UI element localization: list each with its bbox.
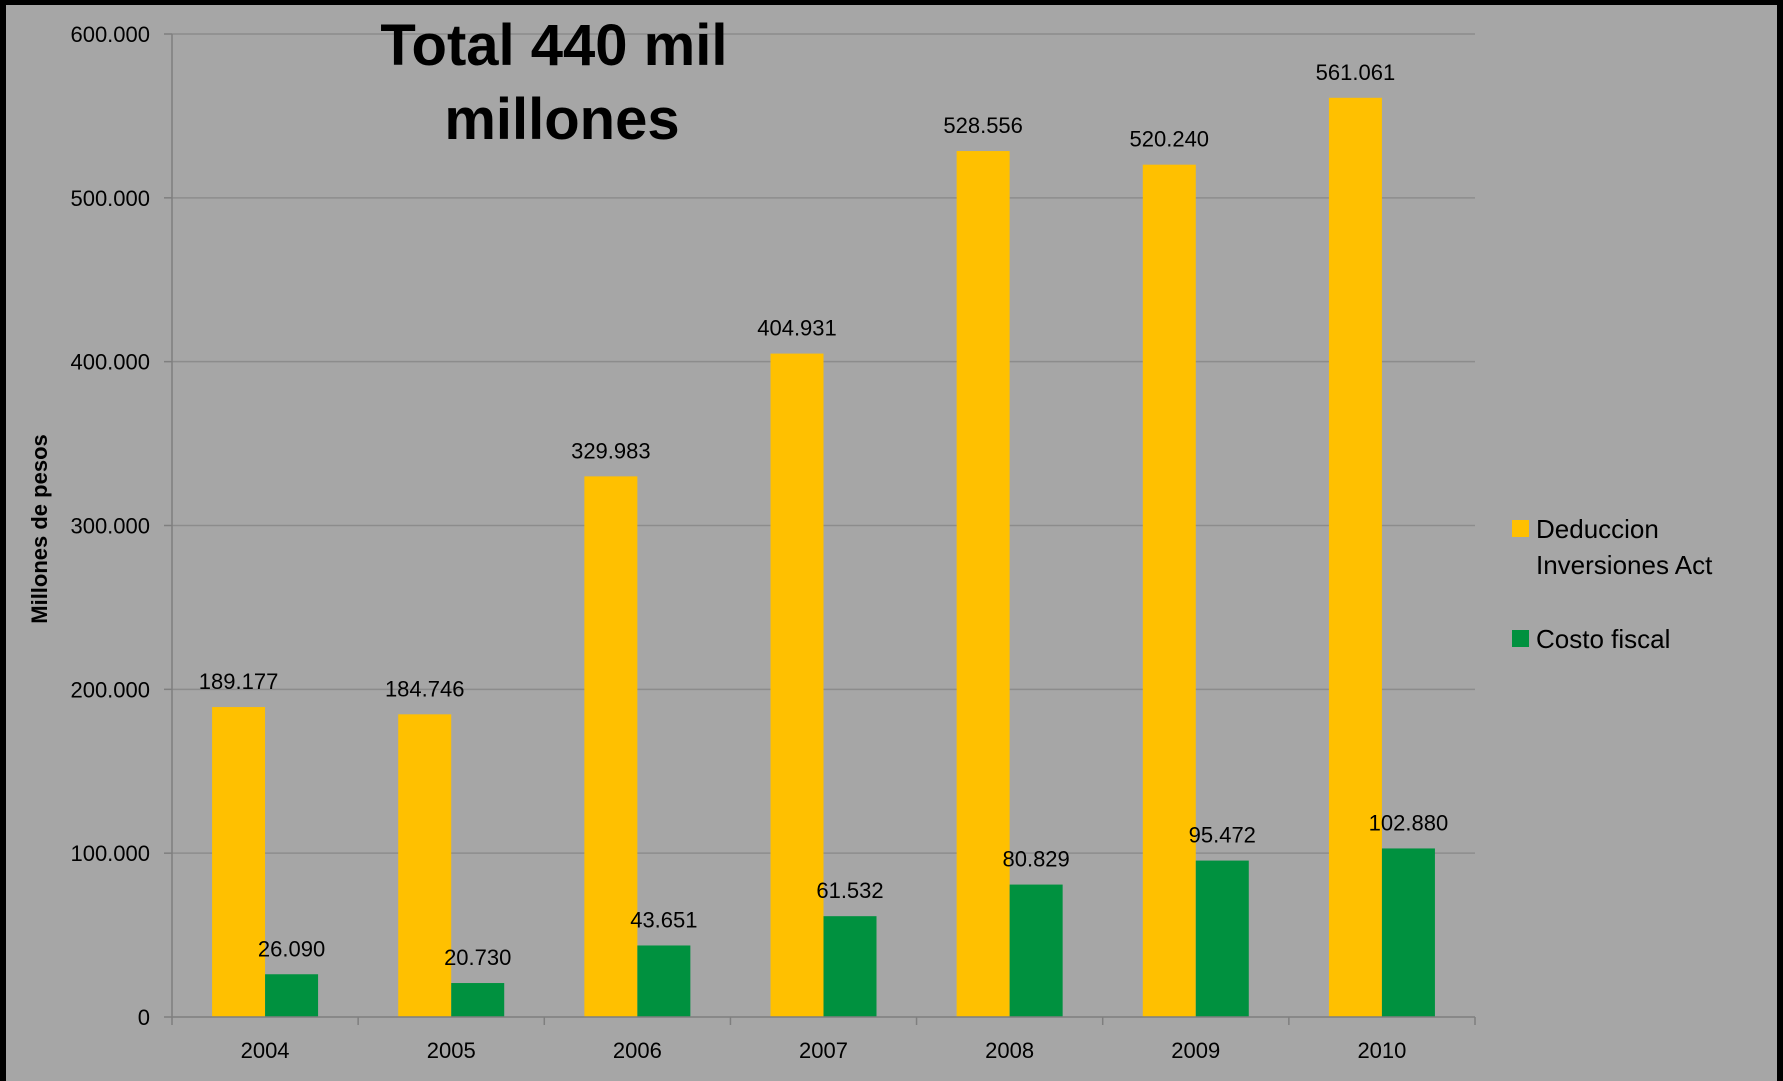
data-label: 26.090 — [258, 936, 325, 961]
tick-labels: 0 100.000 200.000 300.000 400.000 500.000 600.… — [70, 22, 1406, 1063]
legend-swatch-deduccion — [1512, 520, 1529, 537]
data-label: 80.829 — [1002, 847, 1069, 872]
x-tick-label: 2004 — [241, 1038, 290, 1063]
bars — [212, 97, 1435, 1018]
data-label: 184.746 — [385, 676, 465, 701]
bar-costo-fiscal — [1381, 848, 1435, 1017]
data-label: 95.472 — [1189, 823, 1256, 848]
legend: Deduccion Inversiones Act Costo fiscal — [1512, 514, 1713, 654]
x-tick-label: 2008 — [985, 1038, 1034, 1063]
y-axis-title: Millones de pesos — [27, 434, 52, 624]
y-tick-label: 100.000 — [70, 841, 150, 866]
axes — [164, 33, 1476, 1025]
data-label: 528.556 — [943, 113, 1023, 138]
bar-deduccion — [584, 476, 638, 1018]
bar-deduccion — [956, 151, 1010, 1018]
chart-title-line-2: millones — [444, 87, 679, 152]
y-tick-label: 600.000 — [70, 22, 150, 47]
data-label: 329.983 — [571, 438, 651, 463]
bar-chart: 0 100.000 200.000 300.000 400.000 500.000 600.… — [27, 13, 1713, 1063]
data-label: 43.651 — [630, 907, 697, 932]
data-label: 61.532 — [816, 878, 883, 903]
legend-swatch-costo-fiscal — [1512, 630, 1529, 647]
chart-title: Total 440 mil millones — [380, 13, 743, 152]
chart-title-line-1: Total 440 mil — [380, 13, 727, 78]
x-tick-label: 2010 — [1357, 1038, 1406, 1063]
y-tick-label: 0 — [138, 1005, 150, 1030]
data-label: 20.730 — [444, 945, 511, 970]
data-label: 189.177 — [199, 669, 279, 694]
bar-costo-fiscal — [1195, 860, 1249, 1017]
chart-frame: 0 100.000 200.000 300.000 400.000 500.000 600.… — [6, 5, 1777, 1081]
y-tick-label: 400.000 — [70, 350, 150, 375]
data-labels: 189.177 184.746 329.983 404.931 528.556 520.2… — [199, 60, 1448, 970]
data-label: 404.931 — [757, 316, 837, 341]
x-tick-label: 2007 — [799, 1038, 848, 1063]
x-tick-label: 2006 — [613, 1038, 662, 1063]
y-tick-label: 500.000 — [70, 186, 150, 211]
x-tick-label: 2005 — [427, 1038, 476, 1063]
y-tick-label: 200.000 — [70, 677, 150, 702]
legend-label-costo-fiscal: Costo fiscal — [1536, 624, 1670, 654]
data-label: 561.061 — [1316, 60, 1396, 85]
bar-costo-fiscal — [451, 983, 505, 1017]
data-label: 102.880 — [1369, 810, 1449, 835]
bar-costo-fiscal — [823, 916, 877, 1017]
bar-costo-fiscal — [265, 974, 319, 1017]
data-label: 520.240 — [1130, 127, 1210, 152]
bar-deduccion — [770, 353, 824, 1018]
bar-deduccion — [212, 707, 266, 1017]
legend-label-deduccion: Deduccion Inversiones Act — [1536, 514, 1713, 580]
bar-deduccion — [1142, 164, 1196, 1017]
bar-costo-fiscal — [1009, 884, 1063, 1017]
bar-costo-fiscal — [637, 945, 691, 1017]
x-tick-label: 2009 — [1171, 1038, 1220, 1063]
y-tick-label: 300.000 — [70, 514, 150, 539]
bar-deduccion — [1328, 97, 1382, 1018]
bar-deduccion — [398, 714, 452, 1017]
